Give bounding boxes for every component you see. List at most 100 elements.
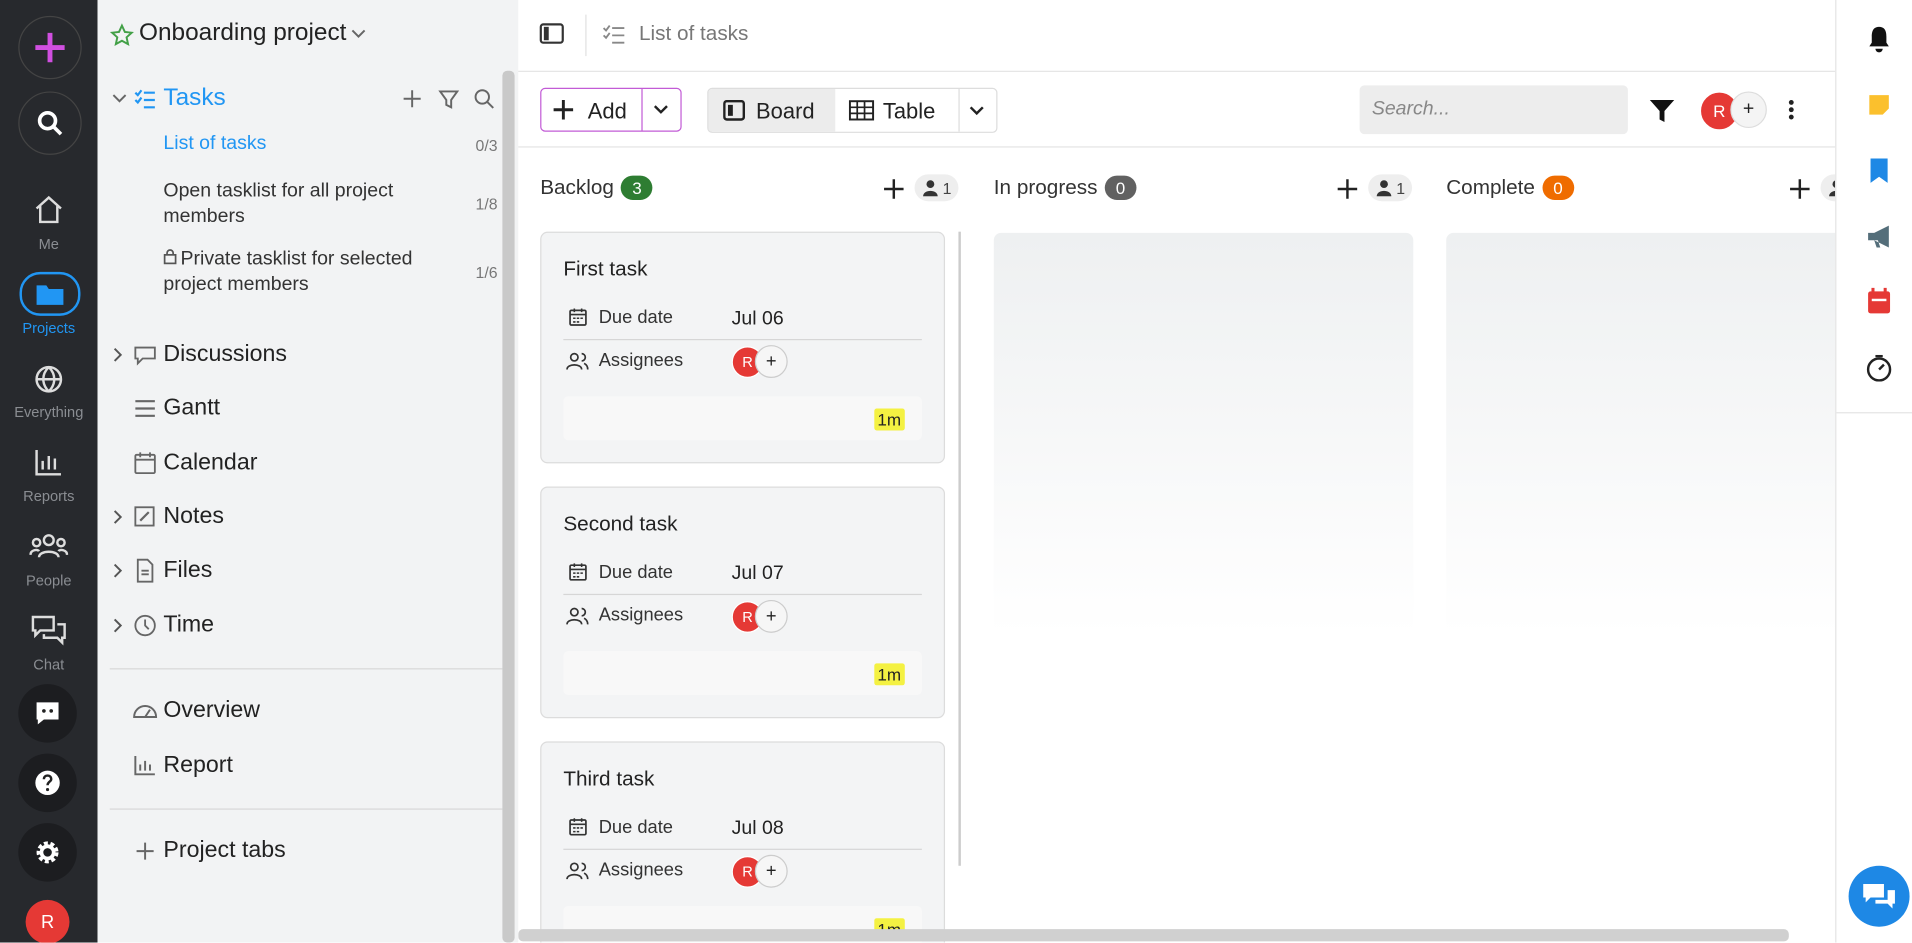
tasks-icon[interactable]: [133, 87, 157, 111]
add-member[interactable]: +: [1730, 91, 1767, 129]
tasklist-name[interactable]: List of tasks: [163, 132, 267, 154]
filter-icon[interactable]: [438, 88, 460, 110]
expand-chevron[interactable]: [111, 562, 126, 585]
due-date[interactable]: Jul 06: [731, 308, 784, 330]
project-title[interactable]: Onboarding project: [139, 19, 347, 47]
announcements-icon[interactable]: [1866, 223, 1895, 250]
card-title[interactable]: Second task: [563, 512, 678, 536]
globe-icon[interactable]: [33, 363, 65, 395]
chevron[interactable]: [111, 90, 128, 107]
board-label[interactable]: Board: [756, 98, 815, 124]
add-assignee[interactable]: +: [754, 599, 788, 633]
settings-button[interactable]: [18, 823, 77, 882]
sidebar-toggle[interactable]: [539, 22, 566, 46]
task-card[interactable]: Second task Due date Jul 07 Assignees R +1m: [540, 486, 946, 719]
add-assignee[interactable]: +: [754, 345, 788, 379]
nav-label[interactable]: Chat: [33, 656, 65, 674]
column-name[interactable]: Complete: [1446, 175, 1535, 199]
column-members[interactable]: 1: [914, 174, 959, 202]
time-badge[interactable]: 1m: [873, 663, 905, 686]
sidebar-section[interactable]: Gantt: [163, 395, 221, 421]
add-icon[interactable]: [134, 840, 156, 862]
search-button[interactable]: [18, 91, 82, 155]
nav-label[interactable]: Projects: [22, 319, 76, 337]
calendar-icon[interactable]: [1867, 287, 1891, 315]
help-button[interactable]: [18, 753, 77, 813]
add-button[interactable]: Add: [587, 98, 627, 124]
expand-chevron[interactable]: [111, 346, 126, 369]
horizontal-scrollbar[interactable]: [518, 929, 1789, 942]
column-name[interactable]: In progress: [993, 175, 1098, 199]
sidebar-section[interactable]: Calendar: [163, 449, 258, 476]
card-title[interactable]: Third task: [563, 766, 655, 791]
notes-icon[interactable]: [1867, 93, 1891, 117]
icon-circle: [1380, 180, 1388, 189]
bookmark-icon[interactable]: [1868, 157, 1890, 184]
scrollbar[interactable]: [502, 70, 515, 943]
dropdown[interactable]: [652, 102, 669, 117]
tasklist-name[interactable]: Open tasklist for all project members: [163, 180, 394, 227]
sidebar-link[interactable]: Report: [163, 752, 233, 778]
feedback-button[interactable]: [18, 684, 77, 743]
project-tabs[interactable]: Project tabs: [163, 837, 286, 864]
more-button[interactable]: [1785, 98, 1797, 125]
filter-button[interactable]: [1649, 98, 1676, 125]
nav-label[interactable]: Me: [38, 235, 59, 253]
icon-path: [1875, 890, 1895, 909]
projects-button[interactable]: [19, 271, 81, 316]
column-name[interactable]: Backlog: [540, 175, 614, 199]
create-button[interactable]: [18, 15, 82, 80]
tasks-heading[interactable]: Tasks: [163, 84, 226, 111]
time-icon[interactable]: [1866, 354, 1893, 382]
reports-icon[interactable]: [33, 446, 65, 478]
search-box[interactable]: Search...: [1359, 85, 1628, 135]
card-title[interactable]: First task: [563, 257, 648, 281]
sidebar-section[interactable]: Notes: [163, 503, 224, 530]
due-date[interactable]: Jul 08: [731, 818, 784, 839]
nav-label[interactable]: Everything: [14, 403, 84, 421]
column-members[interactable]: 1: [1368, 174, 1413, 202]
support-chat[interactable]: [1848, 865, 1910, 927]
header: List of tasks: [518, 0, 1836, 72]
sidebar-section[interactable]: Files: [163, 557, 213, 583]
icon-path: [52, 125, 63, 136]
nav-label[interactable]: People: [25, 571, 72, 589]
home-icon[interactable]: [32, 193, 66, 227]
tasklist[interactable]: Open tasklist for all project members: [163, 178, 443, 229]
search-icon[interactable]: [473, 88, 495, 110]
sidebar-section[interactable]: Time: [163, 612, 215, 638]
chevron[interactable]: [350, 27, 367, 42]
sidebar-section[interactable]: Discussions: [163, 341, 288, 368]
add-icon[interactable]: [552, 99, 574, 121]
dropdown[interactable]: [968, 104, 985, 119]
add-task[interactable]: [1336, 178, 1358, 206]
add-icon[interactable]: [401, 88, 423, 110]
star-icon[interactable]: [109, 23, 134, 47]
overview-icon[interactable]: [132, 699, 159, 723]
tasklist[interactable]: List of tasks: [163, 130, 443, 156]
icon-path: [134, 346, 156, 366]
people-icon[interactable]: [29, 530, 69, 562]
sidebar-link[interactable]: Overview: [163, 697, 260, 724]
nav-label[interactable]: Reports: [23, 487, 75, 505]
expand-chevron[interactable]: [111, 617, 126, 640]
task-card[interactable]: First task Due date Jul 06 Assignees R +1m: [540, 231, 946, 464]
icon-path: [31, 615, 66, 646]
due-date[interactable]: Jul 07: [731, 563, 784, 585]
user-avatar[interactable]: R: [25, 899, 70, 943]
tasklist[interactable]: Private tasklist for selected project me…: [163, 246, 468, 297]
icon-circle: [569, 607, 579, 617]
breadcrumb[interactable]: List of tasks: [638, 21, 749, 46]
time-badge[interactable]: 1m: [873, 408, 905, 431]
expand-chevron[interactable]: [111, 508, 126, 531]
add-assignee[interactable]: +: [754, 854, 788, 888]
notifications-icon[interactable]: [1866, 24, 1893, 53]
chat-icon[interactable]: [30, 613, 67, 647]
tasklist-name[interactable]: Private tasklist for selected project me…: [163, 248, 413, 296]
column-members[interactable]: [1820, 174, 1836, 202]
report-icon[interactable]: [133, 754, 157, 778]
table-label[interactable]: Table: [882, 98, 936, 124]
add-task[interactable]: [883, 178, 905, 206]
add-task[interactable]: [1789, 178, 1811, 206]
